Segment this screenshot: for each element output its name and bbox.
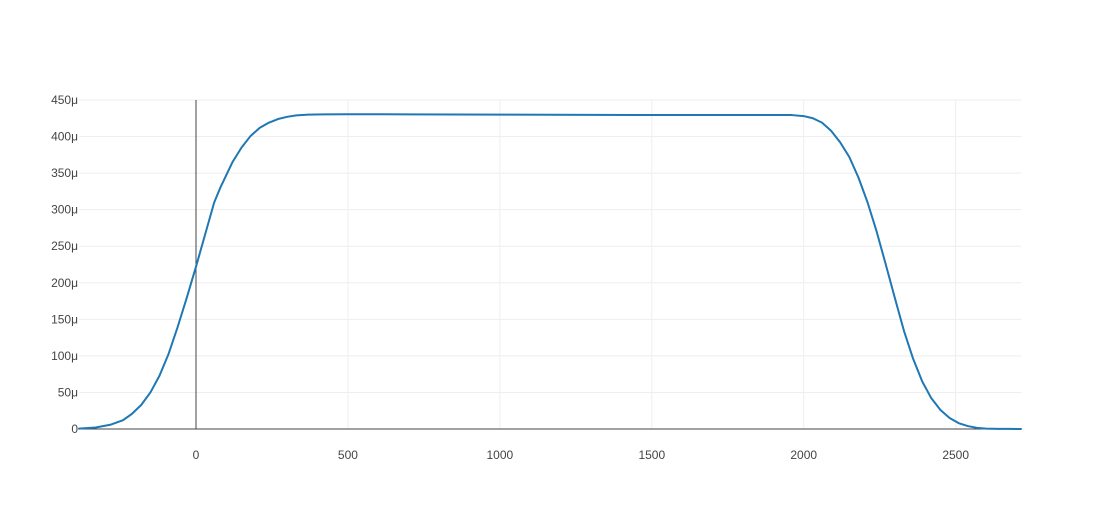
y-tick-label: 200μ <box>51 276 78 290</box>
y-tick-label: 0 <box>71 422 78 436</box>
y-tick-label: 250μ <box>51 239 78 253</box>
x-tick-label: 1000 <box>487 448 514 462</box>
axes <box>79 100 1021 430</box>
grid <box>79 99 1021 429</box>
series-line <box>78 113 1022 430</box>
y-tick-label: 150μ <box>51 312 78 326</box>
series-layer <box>78 113 1022 430</box>
y-tick-label: 300μ <box>51 203 78 217</box>
tick-labels: 0 50μ 100μ 150μ 200μ 250μ 300μ 350μ 400μ 450μ 0 500… <box>51 93 969 462</box>
x-tick-label: 1500 <box>638 448 665 462</box>
y-tick-label: 400μ <box>51 130 78 144</box>
x-tick-label: 500 <box>338 448 358 462</box>
y-tick-label: 100μ <box>51 349 78 363</box>
x-tick-label: 2000 <box>790 448 817 462</box>
y-tick-label: 50μ <box>58 385 78 399</box>
y-tick-label: 450μ <box>51 93 78 107</box>
x-tick-label: 2500 <box>942 448 969 462</box>
y-tick-label: 350μ <box>51 166 78 180</box>
x-tick-label: 0 <box>193 448 200 462</box>
